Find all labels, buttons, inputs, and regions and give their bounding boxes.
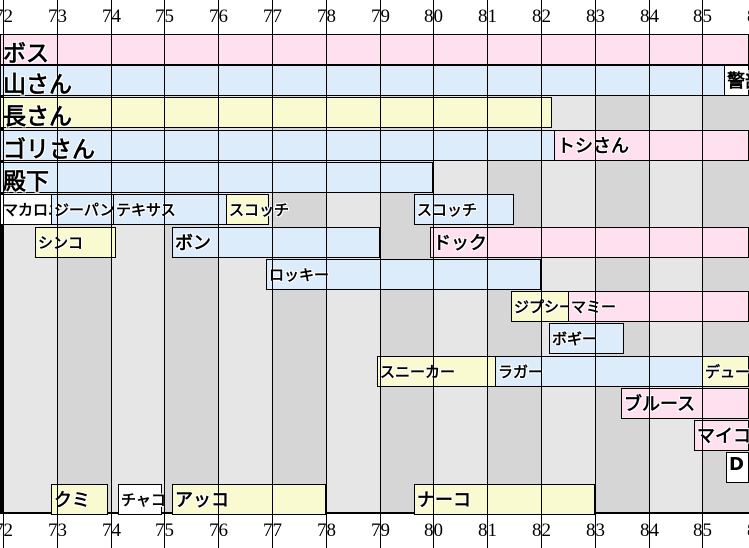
cast-bar: スニーカー: [377, 356, 498, 387]
cast-bar: マカロニ: [0, 194, 63, 225]
grid-line: [326, 0, 327, 548]
year-header-top: [0, 0, 749, 34]
cast-name: マミー: [571, 298, 617, 316]
cast-name: チャコ: [121, 491, 166, 509]
cast-name: デューク: [705, 363, 749, 381]
cast-name: クミ: [54, 490, 90, 511]
cast-name: スコッチ: [417, 201, 478, 219]
cast-name: ロッキー: [269, 266, 330, 284]
grid-line: [3, 0, 4, 548]
year-header-bottom: [0, 514, 749, 548]
cast-bar: ボギー: [549, 323, 624, 354]
cast-name: ボン: [175, 233, 211, 254]
cast-bar: ジーパン: [51, 194, 116, 225]
cast-bar: マミー: [568, 291, 749, 322]
grid-line: [702, 0, 703, 548]
cast-bar: チャコ: [118, 484, 166, 515]
year-label-bottom: 86: [730, 514, 749, 548]
cast-name: ボギー: [552, 330, 598, 348]
cast-name: ボス: [3, 41, 49, 67]
cast-name: ジーパン: [54, 201, 115, 219]
cast-bar: トシさん: [554, 130, 749, 161]
cast-bar: ボン: [172, 227, 380, 258]
cast-bar: D: [726, 452, 749, 483]
cast-bar: 長さん: [0, 97, 552, 130]
grid-line: [111, 0, 112, 548]
grid-line: [649, 0, 650, 548]
cast-name: マイコン: [697, 426, 749, 447]
cast-bar: ラガー: [495, 356, 705, 387]
grid-line: [433, 0, 434, 548]
cast-bar: 殿下: [0, 162, 433, 195]
cast-name: スコッチ: [229, 201, 290, 219]
cast-bar: テキサス: [113, 194, 229, 225]
cast-bar: ボス: [0, 34, 749, 67]
grid-line: [164, 0, 165, 548]
cast-name: 山さん: [3, 72, 72, 98]
grid-line: [272, 0, 273, 548]
year-column: [649, 34, 702, 512]
cast-name: トシさん: [557, 136, 629, 157]
cast-name: ラガー: [498, 363, 544, 381]
cast-name: ナーコ: [417, 490, 471, 511]
cast-name: アッコ: [175, 490, 229, 511]
cast-name: ブルース: [624, 394, 696, 415]
cast-bar: スコッチ: [226, 194, 289, 225]
cast-bar: アッコ: [172, 484, 326, 515]
cast-name: 殿下: [3, 169, 49, 195]
grid-line: [541, 0, 542, 548]
cast-bar: ロッキー: [266, 259, 541, 290]
cast-name: テキサス: [116, 201, 176, 219]
cast-name: マカロニ: [3, 201, 64, 219]
cast-name: D: [729, 454, 744, 475]
cast-bar: ブルース: [621, 388, 749, 419]
cast-name: シンコ: [38, 234, 84, 252]
cast-bar: クミ: [51, 484, 108, 515]
grid-line: [595, 0, 596, 548]
cast-bar: スコッチ: [414, 194, 514, 225]
cast-bar: ドック: [430, 227, 749, 258]
cast-bar: 警部: [724, 65, 749, 96]
year-label-bottom: 72: [0, 520, 13, 541]
cast-name: ジプシー: [514, 298, 575, 316]
cast-bar: ナーコ: [414, 484, 595, 515]
year-column: [595, 34, 649, 512]
grid-line: [487, 0, 488, 548]
cast-bar: 山さん: [0, 65, 749, 98]
grid-line: [380, 0, 381, 548]
cast-name: 長さん: [3, 104, 72, 130]
year-label-top: 72: [0, 6, 13, 27]
cast-name: スニーカー: [380, 363, 456, 381]
cast-name: ドック: [433, 233, 487, 254]
grid-line: [218, 0, 219, 548]
grid-line: [57, 0, 58, 548]
cast-name: ゴリさん: [3, 137, 95, 163]
cast-bar: ゴリさん: [0, 130, 557, 163]
year-label-top: 86: [730, 0, 749, 34]
cast-name: 警部: [727, 71, 749, 92]
cast-bar: シンコ: [35, 227, 116, 258]
cast-bar: デューク: [702, 356, 749, 387]
